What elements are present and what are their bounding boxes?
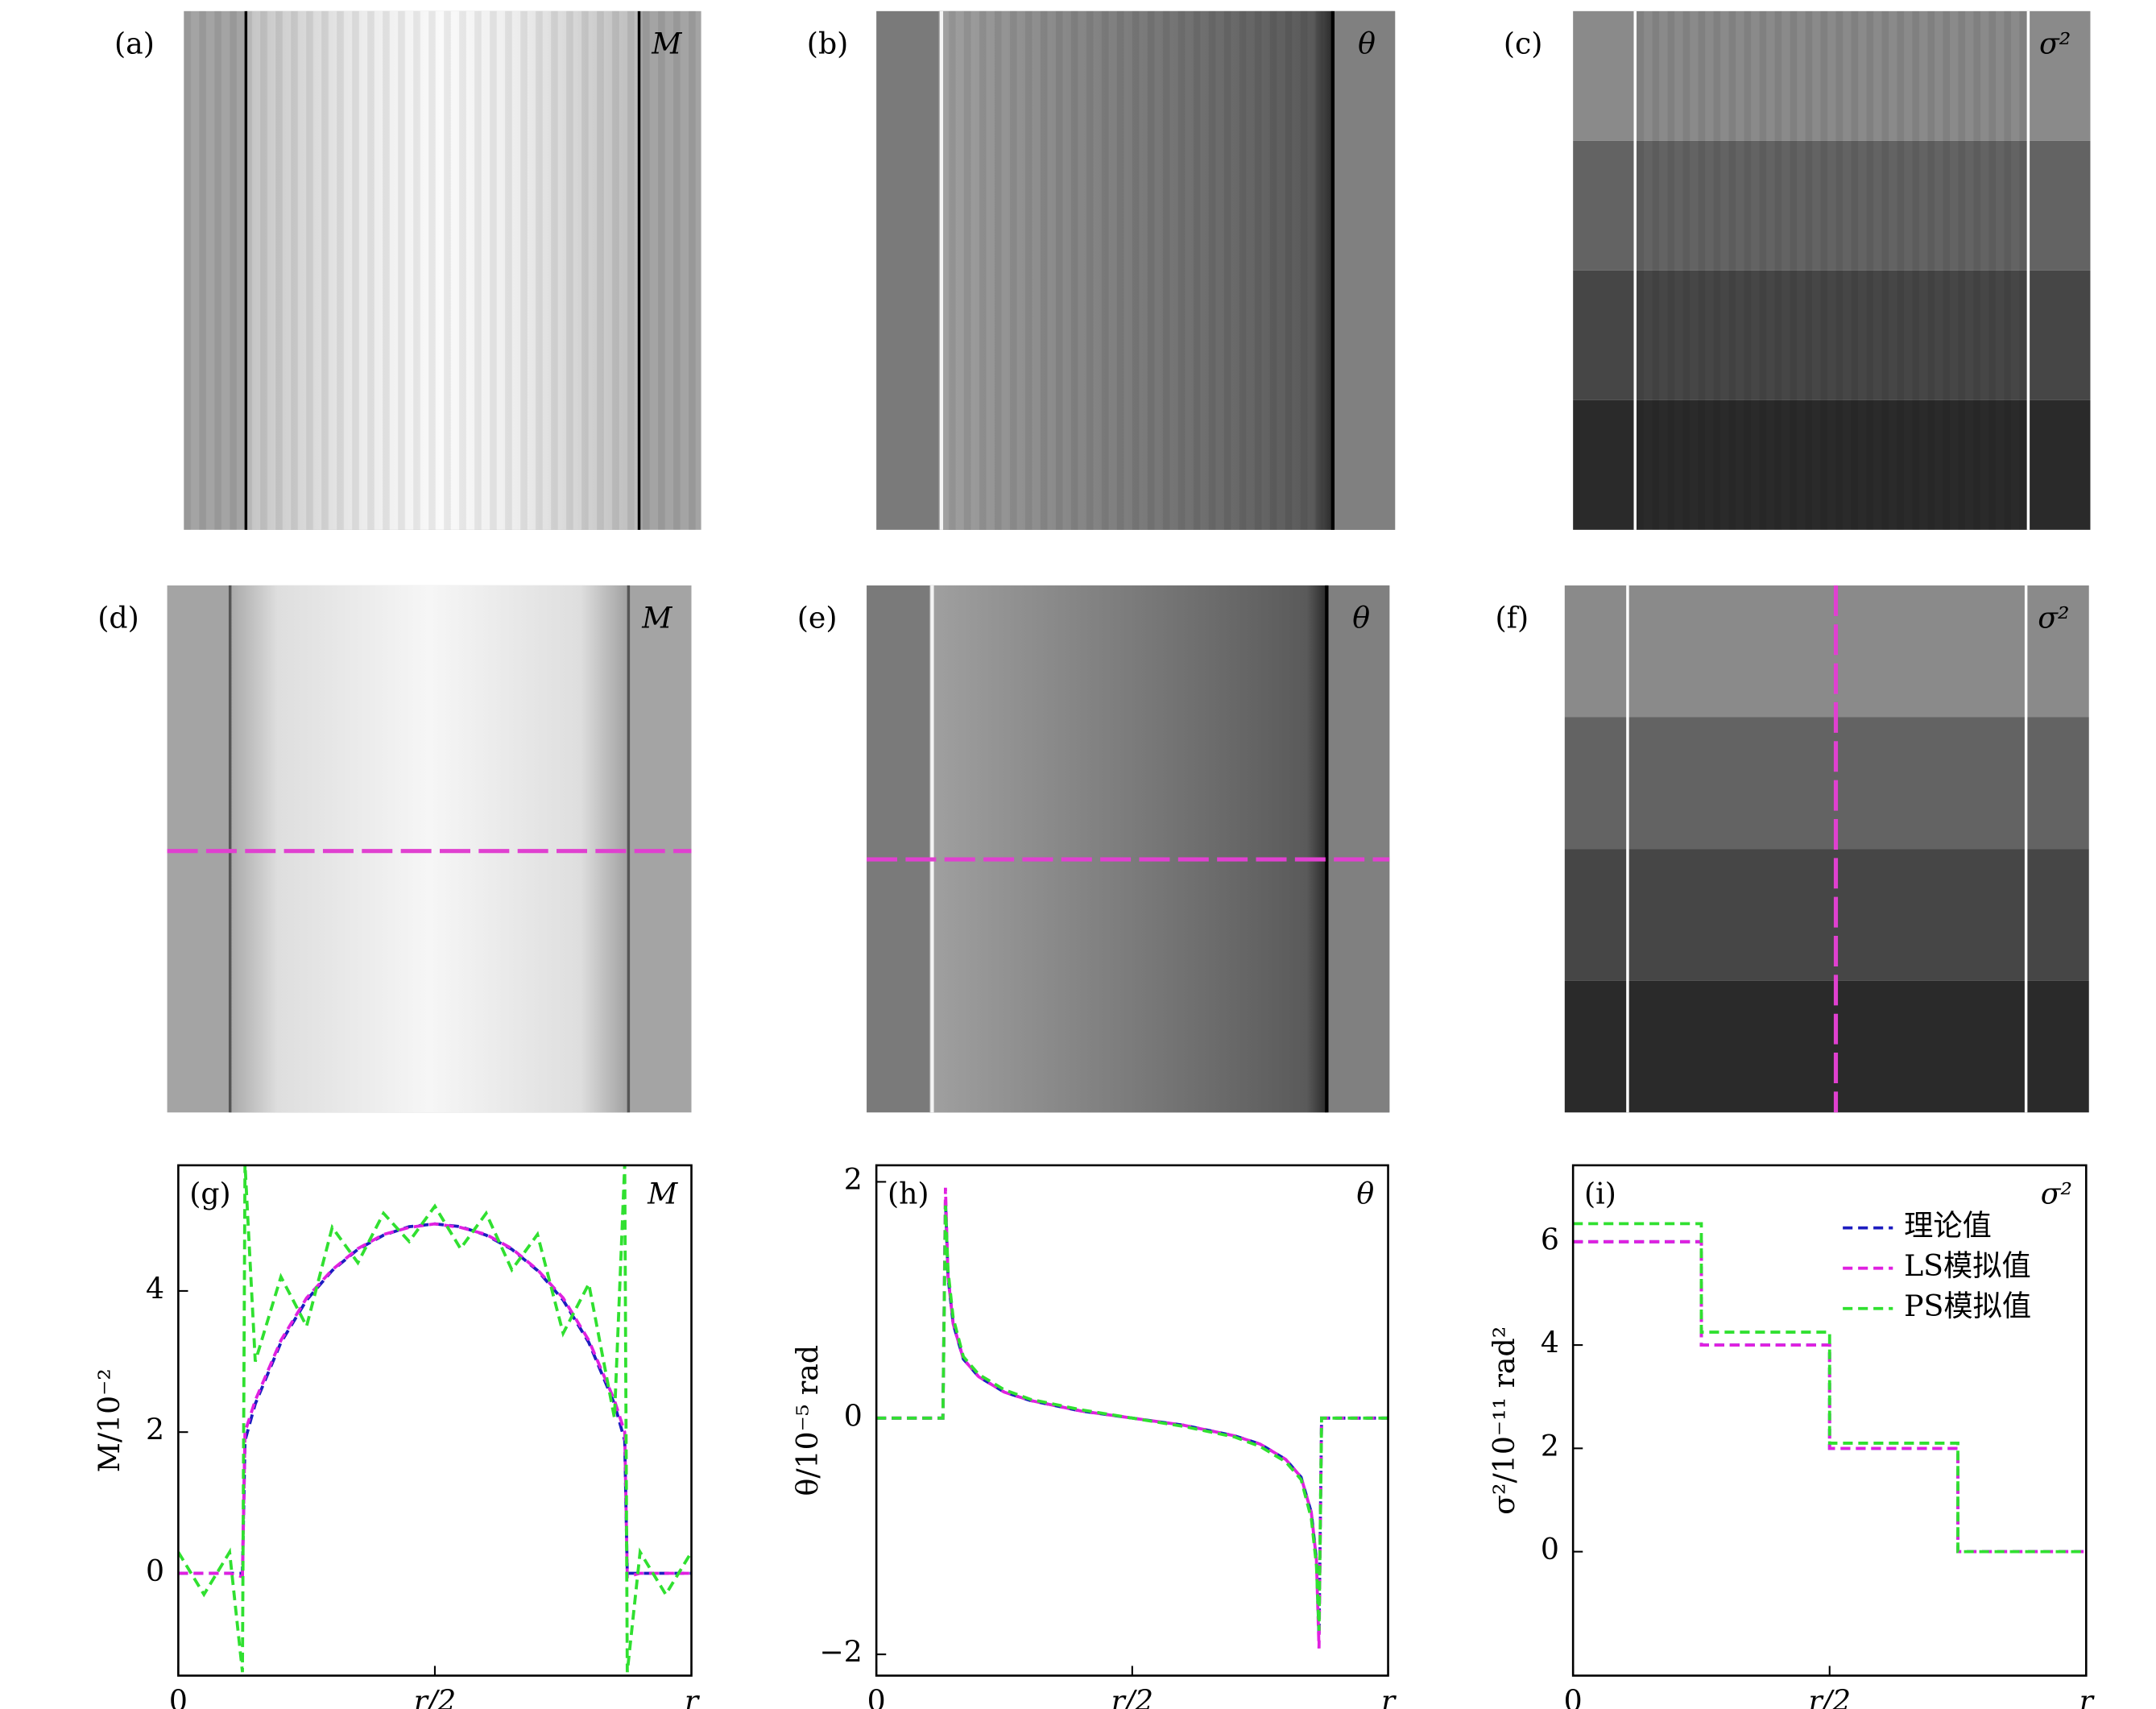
plot-lines <box>178 1165 692 1673</box>
legend-label: PS模拟值 <box>1904 1289 2031 1323</box>
series-line <box>876 1205 1388 1631</box>
image-right <box>1332 10 1396 530</box>
panel-label: (i) <box>1584 1176 1616 1210</box>
y-tick-label: 4 <box>1541 1326 1559 1360</box>
panel-symbol: σ² <box>2038 601 2069 635</box>
x-tick-label: r <box>2079 1684 2096 1709</box>
x-tick-label: 0 <box>867 1684 886 1709</box>
legend-label: LS模拟值 <box>1904 1248 2031 1283</box>
panel-label: (d) <box>97 601 139 635</box>
panel-label: (h) <box>888 1176 929 1210</box>
series-line <box>178 1165 692 1673</box>
stripes <box>1635 10 2029 530</box>
image-band <box>1564 980 2089 1113</box>
image-band <box>1564 849 2089 981</box>
panel-symbol: M <box>647 1176 678 1210</box>
y-tick-label: −2 <box>819 1635 862 1670</box>
panel-symbol: M <box>641 601 672 635</box>
y-tick-label: 6 <box>1541 1222 1559 1256</box>
x-tick-label: r/2 <box>1111 1684 1154 1709</box>
y-tick-label: 2 <box>844 1162 863 1197</box>
image-core <box>929 585 1327 1113</box>
plot-lines <box>876 1187 1388 1649</box>
panel-symbol: θ <box>1352 601 1370 635</box>
panel-label: (g) <box>189 1176 230 1210</box>
y-tick-label: 0 <box>1541 1532 1559 1566</box>
y-tick-label: 4 <box>146 1271 164 1306</box>
y-tick-label: 2 <box>146 1413 164 1447</box>
panel-label: (f) <box>1495 601 1529 635</box>
x-tick-label: r <box>1381 1684 1397 1709</box>
legend-label: 理论值 <box>1904 1208 1992 1243</box>
stripes <box>184 10 701 530</box>
x-tick-label: 0 <box>169 1684 188 1709</box>
x-tick-label: r/2 <box>1808 1684 1851 1709</box>
panel-symbol: θ <box>1358 26 1376 60</box>
y-axis-label: M/10⁻² <box>92 1368 126 1472</box>
y-axis-label: σ²/10⁻¹¹ rad² <box>1487 1326 1521 1515</box>
plot-frame <box>875 1164 1389 1677</box>
panel-symbol: σ² <box>2039 26 2071 60</box>
series-line <box>178 1222 692 1575</box>
image-band <box>1564 717 2089 850</box>
series-line <box>1573 1222 2087 1554</box>
image-right <box>1326 585 1390 1113</box>
x-tick-label: r/2 <box>414 1684 457 1709</box>
plot-frame <box>177 1164 693 1677</box>
y-tick-label: 0 <box>844 1398 863 1433</box>
y-tick-label: 2 <box>1541 1429 1559 1463</box>
panel-symbol: σ² <box>2041 1176 2072 1210</box>
panel-label: (e) <box>797 601 838 635</box>
panel-label: (b) <box>807 26 849 60</box>
x-tick-label: 0 <box>1564 1684 1583 1709</box>
panel-label: (a) <box>114 26 155 60</box>
series-line <box>876 1187 1388 1649</box>
panel-symbol: θ <box>1356 1176 1374 1210</box>
panel-label: (c) <box>1504 26 1543 60</box>
stripes <box>938 10 1333 530</box>
panel-symbol: M <box>651 26 682 60</box>
y-tick-label: 0 <box>146 1554 164 1588</box>
y-axis-label: θ/10⁻⁵ rad <box>790 1345 825 1496</box>
plot-lines <box>1573 1222 2087 1554</box>
x-tick-label: r <box>685 1684 701 1709</box>
plot-frame <box>1571 1164 2088 1677</box>
image-band <box>1564 585 2089 718</box>
series-line <box>178 1222 692 1579</box>
